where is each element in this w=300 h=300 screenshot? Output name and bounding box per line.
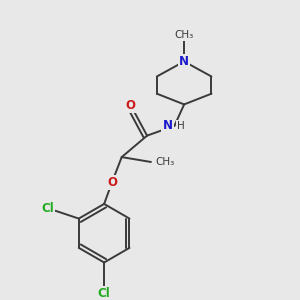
Text: Cl: Cl: [41, 202, 54, 215]
Text: Cl: Cl: [98, 287, 110, 300]
Text: H: H: [177, 121, 185, 131]
Text: CH₃: CH₃: [155, 157, 174, 167]
Text: N: N: [162, 119, 172, 132]
Text: N: N: [179, 55, 189, 68]
Text: O: O: [107, 176, 117, 189]
Text: O: O: [125, 99, 136, 112]
Text: CH₃: CH₃: [175, 30, 194, 40]
